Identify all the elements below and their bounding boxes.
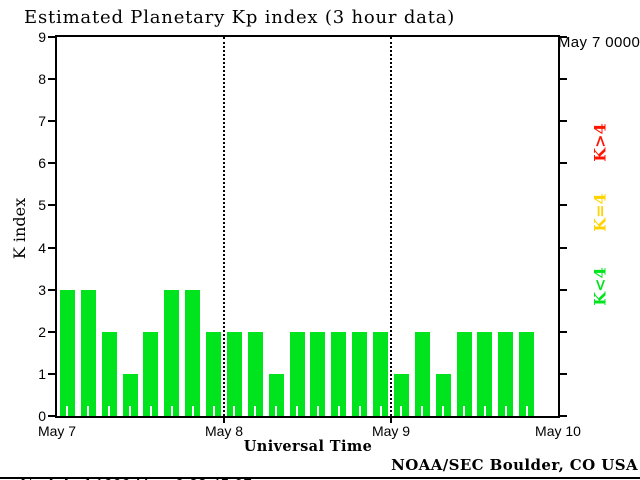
x-axis-day-label: May 8 (204, 423, 244, 439)
y-axis-tick (560, 246, 567, 249)
slot-tick-notch (525, 406, 528, 416)
slot-tick-notch (275, 406, 278, 416)
kp-bar (373, 331, 389, 416)
slot-tick-notch (233, 406, 236, 416)
y-axis-title-box: K index (5, 182, 35, 274)
y-axis-tick (560, 288, 567, 291)
legend-item-label: K<4 (590, 266, 610, 306)
slot-tick-notch (129, 406, 132, 416)
kp-bar (310, 331, 326, 416)
kp-bar (268, 373, 284, 416)
kp-bar (101, 331, 117, 416)
y-axis-tick (560, 415, 567, 417)
y-axis-tick (560, 372, 567, 375)
day-boundary-tick (223, 417, 225, 423)
y-axis-tick (48, 330, 55, 333)
slot-tick-notch (400, 406, 403, 416)
y-axis-tick-label: 8 (38, 71, 46, 88)
legend-item-label: K=4 (590, 192, 610, 232)
kp-bar (331, 331, 347, 416)
kp-bar (414, 331, 430, 416)
y-axis-tick (48, 415, 55, 417)
kp-bar (226, 331, 242, 416)
kp-bar (435, 373, 451, 416)
y-axis-tick-label: 6 (38, 155, 46, 172)
y-axis-tick (560, 78, 567, 81)
kp-bar (164, 289, 180, 416)
slot-tick-notch (379, 406, 382, 416)
y-axis-tick-label: 5 (38, 197, 46, 214)
bottom-rule (0, 477, 640, 479)
y-axis-tick-label: 1 (38, 365, 46, 382)
x-axis-day-label: May 7 (37, 423, 77, 439)
x-axis-day-label: May 9 (371, 423, 411, 439)
kp-bar (185, 289, 201, 416)
chart-title: Estimated Planetary Kp index (3 hour dat… (24, 7, 456, 28)
y-axis-tick (48, 36, 55, 38)
slot-tick-notch (316, 406, 319, 416)
source-credit: NOAA/SEC Boulder, CO USA (391, 456, 638, 474)
slot-tick-notch (66, 406, 69, 416)
y-axis-tick-label: 9 (38, 29, 46, 45)
kp-bar (206, 331, 222, 416)
y-axis-tick (560, 204, 567, 207)
slot-tick-notch (254, 406, 257, 416)
legend-item: K<4 (588, 260, 612, 312)
slot-tick-notch (504, 406, 507, 416)
kp-bar (289, 331, 305, 416)
slot-tick-notch (191, 406, 194, 416)
day-boundary-gridline (390, 37, 392, 416)
y-axis-tick (560, 162, 567, 165)
slot-tick-notch (421, 406, 424, 416)
y-axis-tick (48, 246, 55, 249)
slot-tick-notch (296, 406, 299, 416)
y-axis-tick (560, 120, 567, 123)
kp-bar (519, 331, 535, 416)
legend-item: K>4 (588, 116, 612, 168)
kp-bar (122, 373, 138, 416)
y-axis-tick-label: 3 (38, 281, 46, 298)
slot-tick-notch (442, 406, 445, 416)
y-axis-tick-label: 4 (38, 239, 46, 256)
y-axis-tick (48, 162, 55, 165)
slot-tick-notch (212, 406, 215, 416)
day-boundary-gridline (223, 37, 225, 416)
y-axis-tick (48, 288, 55, 291)
plot-frame (55, 35, 560, 418)
plot-area (57, 37, 558, 416)
kp-bar (59, 289, 75, 416)
kp-bar (80, 289, 96, 416)
slot-tick-notch (108, 406, 111, 416)
x-axis-day-label: May 10 (535, 423, 581, 439)
y-axis-tick (48, 78, 55, 81)
slot-tick-notch (149, 406, 152, 416)
y-axis-tick (560, 330, 567, 333)
kp-bar (498, 331, 514, 416)
slot-tick-notch (358, 406, 361, 416)
kp-bar (393, 373, 409, 416)
y-axis-tick-label: 7 (38, 113, 46, 130)
slot-tick-notch (337, 406, 340, 416)
kp-bar (477, 331, 493, 416)
kp-bar (352, 331, 368, 416)
slot-tick-notch (170, 406, 173, 416)
y-axis-title: K index (10, 197, 30, 259)
slot-tick-notch (483, 406, 486, 416)
y-axis-tick (48, 372, 55, 375)
legend-item-label: K>4 (590, 122, 610, 162)
kp-bar (456, 331, 472, 416)
kp-bar (143, 331, 159, 416)
y-axis-tick (48, 204, 55, 207)
y-axis-tick-label: 2 (38, 323, 46, 340)
legend-item: K=4 (588, 186, 612, 238)
y-axis-tick-label: 0 (38, 408, 46, 424)
y-axis-tick (560, 36, 567, 38)
x-axis-title: Universal Time (243, 438, 373, 455)
slot-tick-notch (463, 406, 466, 416)
y-axis-tick (48, 120, 55, 123)
slot-tick-notch (87, 406, 90, 416)
day-boundary-tick (390, 417, 392, 423)
kp-bar (247, 331, 263, 416)
